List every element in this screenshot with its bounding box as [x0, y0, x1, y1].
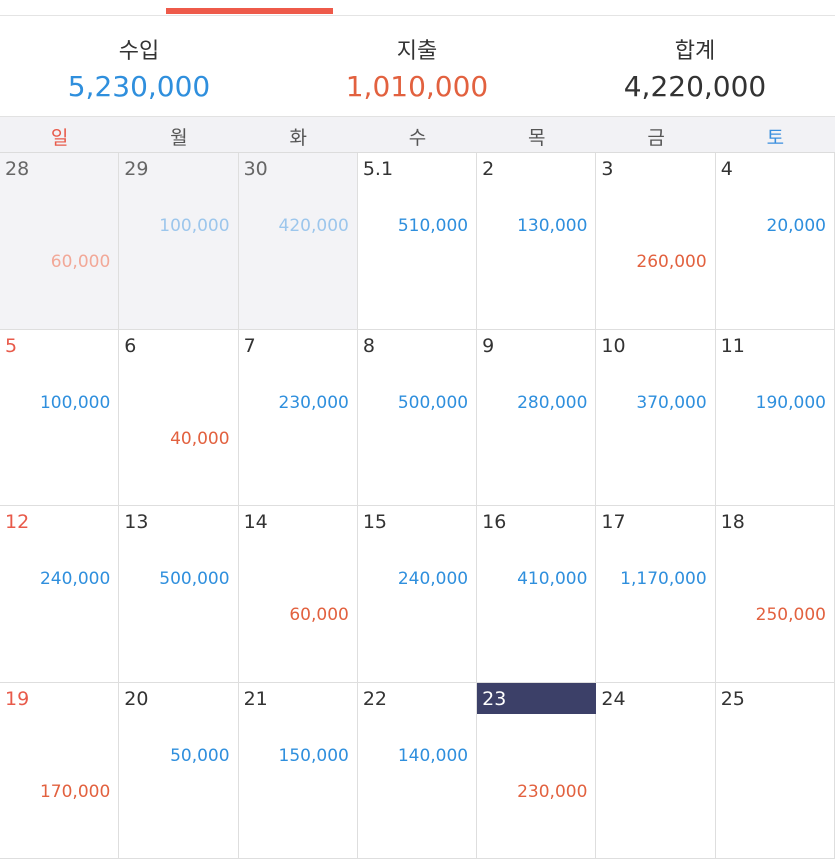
day-number: 20	[124, 688, 148, 710]
income-amount: 140,000	[358, 746, 468, 766]
day-number: 13	[124, 511, 148, 533]
weekday-label: 수	[358, 123, 477, 150]
income-amount: 240,000	[358, 569, 468, 589]
expense-amount: 60,000	[239, 605, 349, 625]
day-number: 5.1	[363, 158, 393, 180]
day-number: 16	[482, 511, 506, 533]
income-amount: 190,000	[716, 393, 826, 413]
weekday-label: 금	[596, 123, 715, 150]
day-number: 19	[5, 688, 29, 710]
day-number: 30	[244, 158, 268, 180]
day-number: 6	[124, 335, 136, 357]
income-amount: 20,000	[716, 216, 826, 236]
day-cell[interactable]	[119, 330, 238, 507]
weekday-label: 화	[239, 123, 358, 150]
income-amount: 500,000	[358, 393, 468, 413]
income-amount: 100,000	[0, 393, 110, 413]
day-number: 4	[721, 158, 733, 180]
summary-value: 1,010,000	[278, 70, 556, 103]
income-amount: 100,000	[119, 216, 229, 236]
day-number: 9	[482, 335, 494, 357]
day-number: 8	[363, 335, 375, 357]
weekday-label: 일	[0, 123, 119, 150]
summary-value: 5,230,000	[0, 70, 278, 103]
day-cell[interactable]	[596, 153, 715, 330]
divider	[0, 15, 835, 16]
income-amount: 150,000	[239, 746, 349, 766]
day-number: 23	[482, 688, 506, 710]
expense-amount: 40,000	[119, 429, 229, 449]
income-amount: 230,000	[239, 393, 349, 413]
summary-label: 수입	[0, 33, 278, 65]
income-amount: 50,000	[119, 746, 229, 766]
day-number: 12	[5, 511, 29, 533]
day-number: 15	[363, 511, 387, 533]
weekday-label: 토	[716, 123, 835, 150]
income-amount: 130,000	[477, 216, 587, 236]
weekday-label: 월	[119, 123, 238, 150]
weekday-label: 목	[477, 123, 596, 150]
day-number: 24	[601, 688, 625, 710]
day-number: 21	[244, 688, 268, 710]
summary-label: 지출	[278, 33, 556, 65]
expense-amount: 250,000	[716, 605, 826, 625]
day-number: 22	[363, 688, 387, 710]
day-number: 28	[5, 158, 29, 180]
day-number: 3	[601, 158, 613, 180]
expense-amount: 170,000	[0, 782, 110, 802]
day-number: 7	[244, 335, 256, 357]
expense-amount: 230,000	[477, 782, 587, 802]
day-number: 5	[5, 335, 17, 357]
calendar-screen: (() => { const data = JSON.parse(documen…	[0, 0, 835, 830]
day-cell[interactable]	[477, 153, 596, 330]
day-number: 17	[601, 511, 625, 533]
day-number: 25	[721, 688, 745, 710]
income-amount: 240,000	[0, 569, 110, 589]
expense-amount: 60,000	[0, 252, 110, 272]
expense-amount: 260,000	[596, 252, 706, 272]
day-number: 10	[601, 335, 625, 357]
income-amount: 420,000	[239, 216, 349, 236]
income-amount: 510,000	[358, 216, 468, 236]
day-number: 2	[482, 158, 494, 180]
day-cell[interactable]	[358, 330, 477, 507]
day-number: 11	[721, 335, 745, 357]
day-cell[interactable]	[239, 330, 358, 507]
income-amount: 410,000	[477, 569, 587, 589]
summary-value: 4,220,000	[556, 70, 834, 103]
summary-label: 합계	[556, 33, 834, 65]
income-amount: 280,000	[477, 393, 587, 413]
active-tab-indicator	[166, 8, 333, 14]
income-amount: 1,170,000	[596, 569, 706, 589]
day-number: 18	[721, 511, 745, 533]
income-amount: 500,000	[119, 569, 229, 589]
day-cell[interactable]	[477, 330, 596, 507]
day-number: 29	[124, 158, 148, 180]
income-amount: 370,000	[596, 393, 706, 413]
day-number: 14	[244, 511, 268, 533]
day-cell[interactable]	[716, 153, 835, 330]
day-cell[interactable]	[0, 330, 119, 507]
